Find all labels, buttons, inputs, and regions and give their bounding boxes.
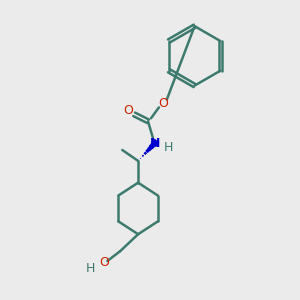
Text: O: O (100, 256, 110, 269)
Text: H: H (164, 140, 173, 154)
Text: O: O (123, 104, 133, 117)
Text: O: O (158, 97, 168, 110)
Text: N: N (150, 136, 160, 150)
Text: H: H (86, 262, 95, 275)
